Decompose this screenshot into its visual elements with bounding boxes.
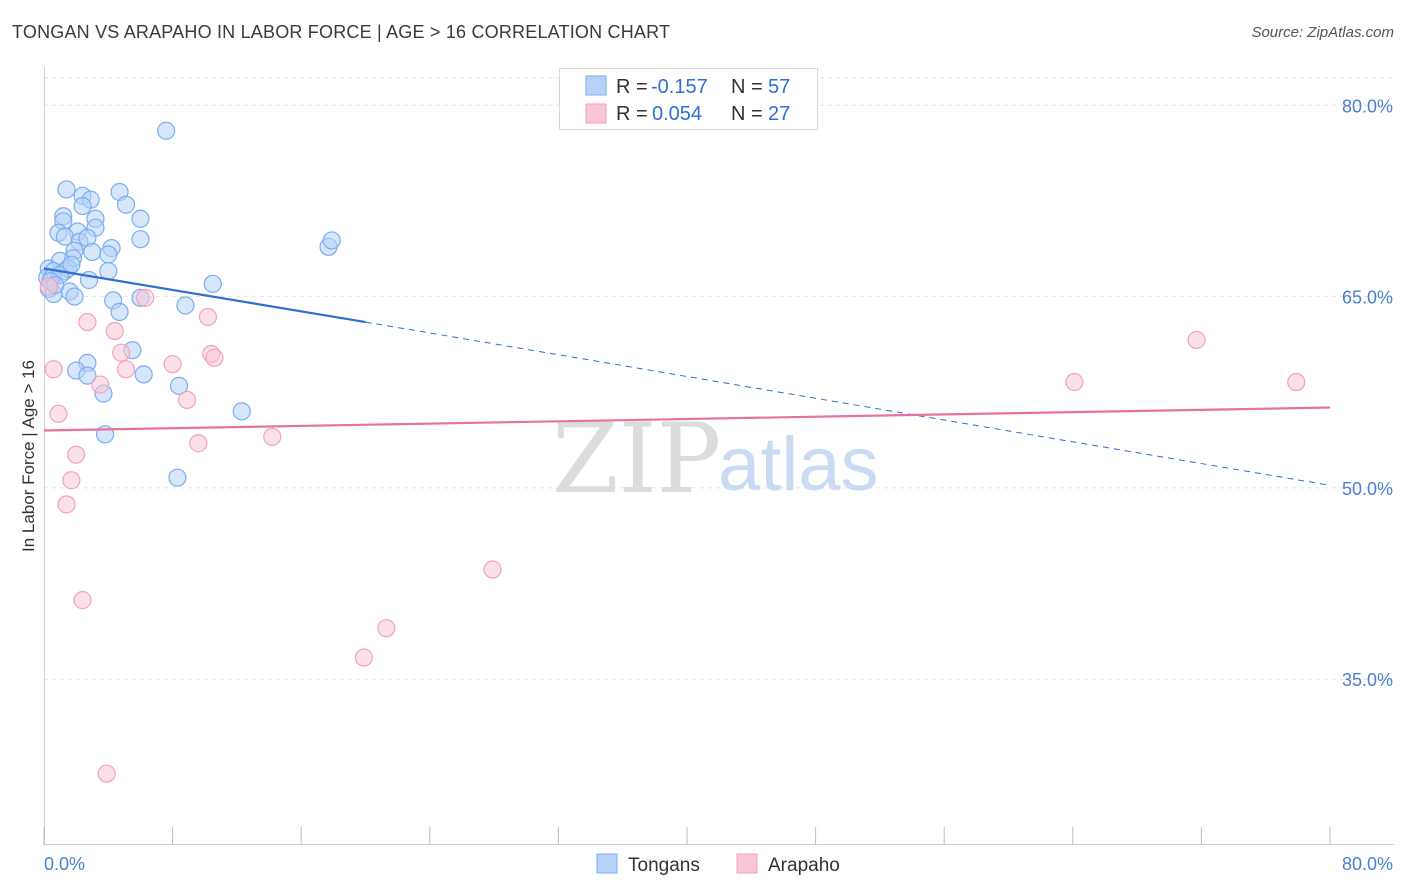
arapaho-point (97, 764, 116, 783)
y-tick-labels: 35.0% 50.0% 65.0% 80.0% (1342, 96, 1393, 690)
arapaho-point (163, 355, 182, 374)
watermark-atlas: atlas (718, 422, 879, 507)
legend-n-label-1: N = (731, 76, 763, 98)
arapaho-point (62, 471, 81, 490)
y-tick-label: 50.0% (1342, 479, 1393, 499)
arapaho-point (91, 375, 110, 394)
legend-r-value-1: -0.157 (651, 76, 708, 98)
legend-r-value-2: 0.054 (652, 103, 702, 125)
legend-r-label-1: R = (616, 76, 648, 98)
arapaho-point (67, 445, 86, 464)
legend-swatch-tongans (585, 75, 607, 96)
arapaho-point (263, 427, 282, 446)
series-legend-label-arapaho: Arapaho (768, 855, 840, 876)
tongans-point (65, 287, 84, 306)
legend-n-value-1: 57 (768, 76, 790, 98)
tongans-point (176, 296, 195, 315)
arapaho-trendline (43, 406, 1331, 432)
arapaho-point (112, 343, 131, 362)
tongans-point (57, 180, 76, 199)
tongans-point (110, 302, 129, 321)
y-axis-label: In Labor Force | Age > 16 (19, 360, 38, 552)
arapaho-point (377, 619, 396, 638)
arapaho-point (136, 288, 155, 307)
tongans-point (322, 231, 341, 250)
arapaho-point (1287, 372, 1306, 392)
arapaho-point (105, 321, 124, 341)
tongans-point (99, 261, 118, 281)
series-legend-swatch-arapaho (736, 853, 758, 874)
tongans-point (232, 402, 251, 421)
arapaho-point (73, 591, 92, 610)
y-tick-label: 35.0% (1342, 670, 1393, 690)
stats-legend: R = -0.157 N = 57 R = 0.054 N = 27 (559, 68, 818, 130)
grid-layer (44, 77, 1394, 680)
arapaho-point (39, 277, 58, 296)
y-tick-label: 80.0% (1342, 96, 1393, 116)
tongans-point (203, 274, 222, 293)
axes-layer (44, 67, 1394, 845)
legend-n-label-2: N = (731, 103, 763, 125)
y-tick-label: 65.0% (1342, 288, 1393, 308)
arapaho-point (78, 312, 97, 332)
tongans-point (78, 366, 97, 385)
trend-layer (43, 267, 1331, 486)
tongans-point (62, 255, 81, 274)
arapaho-point (116, 360, 136, 379)
chart-title: TONGAN VS ARAPAHO IN LABOR FORCE | AGE >… (12, 22, 671, 42)
tongans-point (83, 242, 102, 262)
tongans-point (73, 196, 92, 216)
legend-n-value-2: 27 (768, 103, 790, 125)
arapaho-point (189, 434, 208, 453)
arapaho-point (205, 348, 224, 367)
arapaho-point (354, 648, 373, 667)
arapaho-point (44, 360, 63, 379)
tongans-point (134, 365, 153, 384)
arapaho-point (483, 560, 502, 579)
tongans-point (99, 245, 118, 264)
tongans-point (131, 209, 150, 228)
tongans-point (157, 121, 176, 140)
arapaho-point (1187, 330, 1206, 350)
tongans-trendline (43, 267, 366, 324)
arapaho-point (49, 404, 68, 424)
arapaho-point (177, 390, 197, 409)
series-legend-swatch-tongans (596, 853, 618, 874)
tongans-trendline-extension (365, 321, 1331, 486)
legend-swatch-arapaho (585, 103, 607, 124)
x-tick-label-min: 0.0% (44, 854, 85, 874)
legend-r-label-2: R = (616, 103, 648, 125)
series-legend-label-tongans: Tongans (628, 855, 700, 876)
chart-source: Source: ZipAtlas.com (1251, 24, 1394, 41)
series-legend: Tongans Arapaho (596, 853, 840, 876)
tongans-point (168, 468, 187, 487)
watermark: ZIP atlas (552, 403, 879, 515)
tongans-point (131, 230, 150, 249)
x-tick-label-max: 80.0% (1342, 854, 1393, 874)
tongans-point (169, 376, 189, 395)
x-tick-marks (43, 827, 1331, 845)
tongans-point (116, 195, 136, 214)
arapaho-point (1065, 372, 1084, 392)
arapaho-point (57, 495, 76, 514)
arapaho-point (198, 307, 218, 327)
